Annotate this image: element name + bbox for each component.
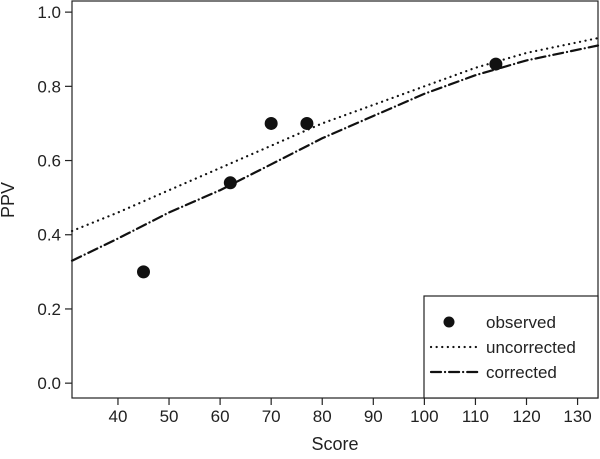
x-axis: 40 50 60 70 80 90 100 110 120 130: [109, 398, 592, 426]
y-tick-label: 0.6: [37, 152, 61, 171]
y-tick-label: 1.0: [37, 3, 61, 22]
observed-point: [489, 57, 503, 71]
x-tick-label: 50: [160, 407, 179, 426]
observed-points: [136, 57, 503, 279]
y-axis: 0.0 0.2 0.4 0.6 0.8 1.0: [37, 3, 72, 393]
y-tick-label: 0.4: [37, 226, 61, 245]
x-tick-label: 60: [211, 407, 230, 426]
x-axis-label: Score: [311, 434, 358, 454]
y-tick-label: 0.8: [37, 77, 61, 96]
x-tick-label: 100: [410, 407, 438, 426]
legend-uncorrected-label: uncorrected: [486, 338, 576, 357]
legend-observed-marker: [443, 316, 455, 328]
observed-point: [223, 176, 237, 190]
x-tick-label: 120: [512, 407, 540, 426]
observed-point: [264, 116, 278, 130]
y-axis-label: PPV: [0, 182, 18, 218]
x-tick-label: 80: [313, 407, 332, 426]
x-tick-label: 90: [364, 407, 383, 426]
curves: [70, 37, 600, 262]
legend-corrected-label: corrected: [486, 363, 557, 382]
y-tick-label: 0.2: [37, 300, 61, 319]
y-tick-label: 0.0: [37, 374, 61, 393]
x-tick-label: 70: [262, 407, 281, 426]
x-tick-label: 130: [563, 407, 591, 426]
x-tick-label: 110: [462, 407, 489, 426]
corrected-line: [70, 44, 600, 262]
observed-point: [136, 265, 150, 279]
x-tick-label: 40: [109, 407, 128, 426]
uncorrected-line: [70, 37, 600, 233]
legend: observed uncorrected corrected: [423, 295, 599, 399]
plot-frame: [71, 0, 599, 399]
legend-observed-label: observed: [486, 313, 556, 332]
observed-point: [300, 116, 314, 130]
